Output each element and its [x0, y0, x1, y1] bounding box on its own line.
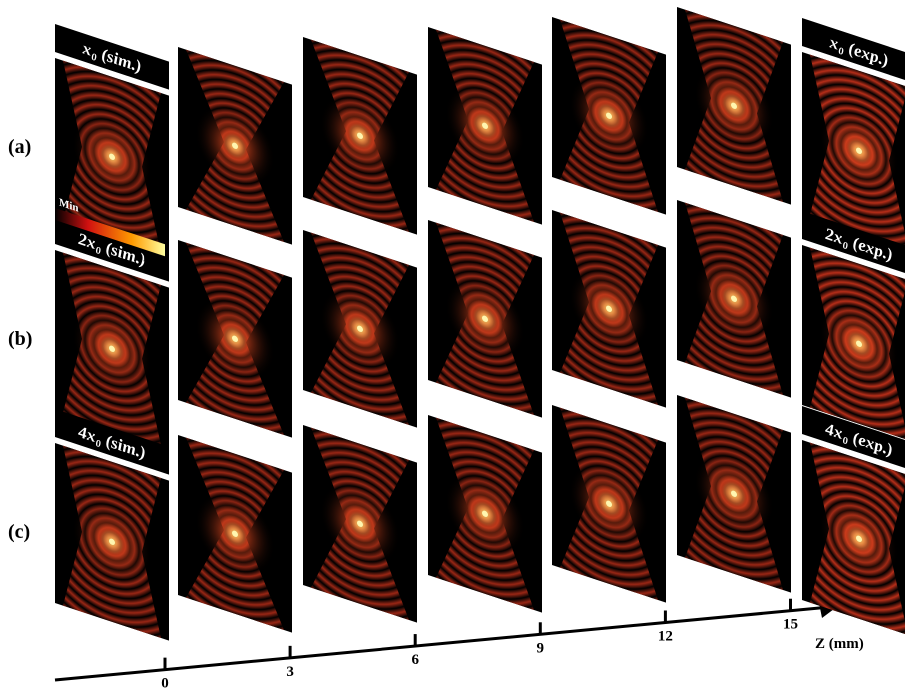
field-panel [55, 443, 169, 641]
field-panel [303, 37, 417, 235]
tick-label: 6 [411, 652, 419, 668]
tick-label: 12 [658, 629, 673, 645]
field-panel [178, 47, 292, 245]
field-panel [552, 210, 666, 408]
row-label: (b) [8, 328, 32, 350]
field-panel [552, 405, 666, 603]
tick-label: 9 [537, 640, 545, 656]
field-panel [428, 220, 542, 418]
field-panel [303, 425, 417, 623]
tick-label: 3 [286, 664, 294, 680]
field-panel [677, 200, 791, 398]
field-panel [677, 7, 791, 205]
field-panel [428, 415, 542, 613]
field-panel [178, 435, 292, 633]
field-panel [303, 230, 417, 428]
z-axis [55, 607, 830, 680]
field-panel [178, 240, 292, 438]
z-axis-label: Z (mm) [815, 636, 864, 652]
row-label: (a) [8, 136, 31, 158]
tick-label: 15 [783, 617, 798, 633]
field-panel [428, 27, 542, 225]
row-label: (c) [8, 521, 30, 543]
figure: Z (mm) (a)x₀ (sim.)x₀ (exp.)(b)2x₀ (sim.… [0, 0, 905, 689]
page: {"rows": [ {"label": "(a)", "sim": "x₀ (… [0, 0, 905, 689]
tick-label: 0 [161, 676, 169, 689]
field-panel [552, 17, 666, 215]
field-panel [677, 395, 791, 593]
